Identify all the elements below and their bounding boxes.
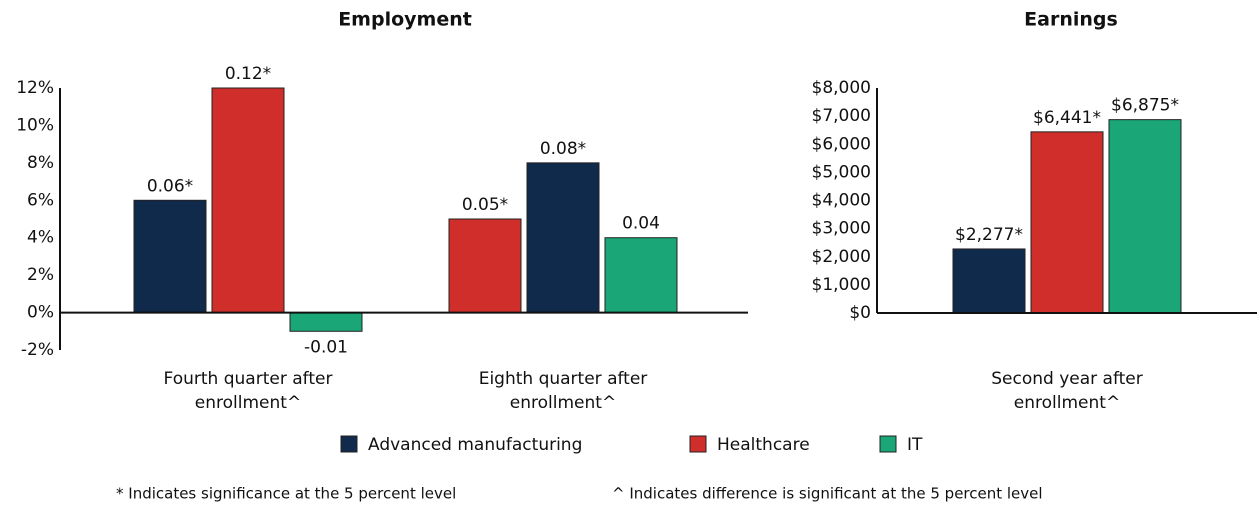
y-tick-label: 4% [27, 228, 54, 248]
y-tick-label: $7,000 [812, 106, 871, 126]
legend-label: Healthcare [717, 435, 810, 455]
value-label: 0.04 [622, 214, 660, 234]
value-label: 0.08* [540, 139, 586, 159]
y-tick-label: 2% [27, 265, 54, 285]
footnote: * Indicates significance at the 5 percen… [116, 485, 456, 503]
y-tick-label: 10% [16, 115, 54, 135]
category-label: Eighth quarter after enrollment^ [478, 369, 648, 413]
value-label: $2,277* [955, 225, 1023, 245]
value-label: -0.01 [304, 337, 348, 357]
bar [1108, 119, 1182, 314]
category-label: Fourth quarter after enrollment^ [163, 369, 333, 413]
footnote: ^ Indicates difference is significant at… [612, 485, 1043, 503]
y-tick-label: $4,000 [812, 191, 871, 211]
bar [526, 162, 600, 314]
y-tick-label: $5,000 [812, 162, 871, 182]
legend-label: Advanced manufacturing [368, 435, 582, 455]
y-tick-label: $8,000 [812, 78, 871, 98]
value-label: 0.05* [462, 195, 508, 215]
bar [952, 248, 1026, 314]
y-tick-label: 12% [16, 78, 54, 98]
value-label: $6,875* [1111, 96, 1179, 116]
bar [604, 237, 678, 314]
y-tick-label: $6,000 [812, 134, 871, 154]
y-tick-label: 8% [27, 153, 54, 173]
legend-swatch [340, 435, 358, 453]
bar [448, 218, 522, 314]
y-tick-label: $3,000 [812, 219, 871, 239]
bar [211, 87, 285, 314]
value-label: 0.06* [147, 176, 193, 196]
bar [1030, 131, 1104, 314]
bar [133, 199, 207, 314]
value-label: 0.12* [225, 64, 271, 84]
legend-swatch [689, 435, 707, 453]
y-tick-label: $2,000 [812, 247, 871, 267]
category-label: Second year after enrollment^ [991, 369, 1143, 413]
chart-title: Employment [338, 9, 472, 31]
chart-title: Earnings [1024, 9, 1118, 31]
value-label: $6,441* [1033, 108, 1101, 128]
y-tick-label: 0% [27, 303, 54, 323]
y-tick-label: $1,000 [812, 275, 871, 295]
bar [289, 312, 363, 332]
y-tick-label: $0 [849, 303, 871, 323]
y-tick-label: 6% [27, 190, 54, 210]
legend-label: IT [907, 435, 923, 455]
legend-swatch [879, 435, 897, 453]
y-tick-label: -2% [21, 340, 54, 360]
